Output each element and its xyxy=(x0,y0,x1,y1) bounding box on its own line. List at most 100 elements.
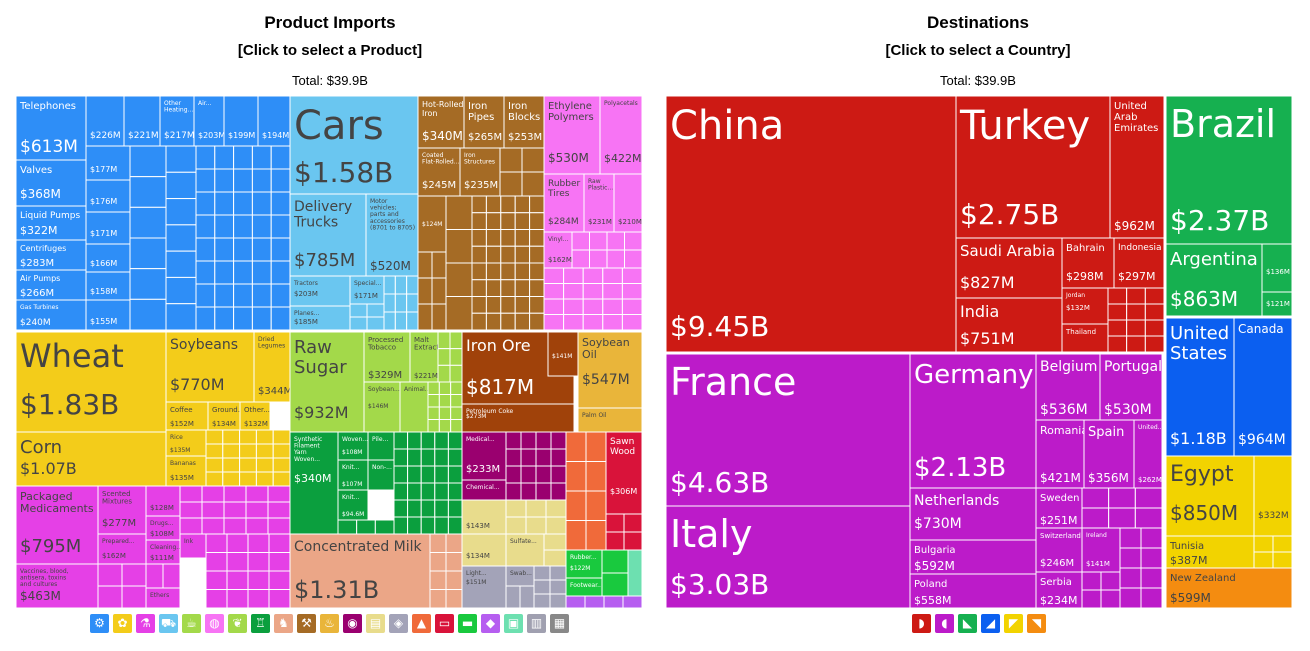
weapons-icon[interactable]: ▥ xyxy=(527,614,546,633)
treemap-small-tile[interactable] xyxy=(179,485,203,503)
treemap-small-tile[interactable] xyxy=(407,516,422,535)
treemap-small-tile[interactable] xyxy=(505,431,522,450)
treemap-small-tile[interactable] xyxy=(485,229,502,247)
treemap-small-tile[interactable] xyxy=(550,431,567,450)
tile-portugal[interactable] xyxy=(1099,353,1163,421)
treemap-small-tile[interactable] xyxy=(393,465,409,484)
treemap-tile[interactable] xyxy=(349,275,385,305)
treemap-small-tile[interactable] xyxy=(582,267,604,284)
tile-sweden[interactable] xyxy=(1035,487,1083,529)
treemap-small-tile[interactable] xyxy=(427,419,440,433)
treemap-small-tile[interactable] xyxy=(251,306,272,331)
treemap-tile[interactable] xyxy=(123,95,161,147)
treemap-small-tile[interactable] xyxy=(129,268,167,300)
tile-soybeans[interactable] xyxy=(165,331,255,403)
treemap-small-tile[interactable] xyxy=(1107,303,1128,321)
treemap-small-tile[interactable] xyxy=(165,224,197,252)
treemap-small-tile[interactable] xyxy=(601,549,629,574)
tile-packaged-medicaments[interactable] xyxy=(15,485,99,565)
treemap-small-tile[interactable] xyxy=(582,298,604,315)
treemap-tile[interactable] xyxy=(165,401,209,431)
plastics-icon[interactable]: ◍ xyxy=(205,614,224,633)
machines-icon[interactable]: ⚙ xyxy=(90,614,109,633)
treemap-small-tile[interactable] xyxy=(1107,335,1128,353)
treemap-small-tile[interactable] xyxy=(621,283,643,300)
treemap-small-tile[interactable] xyxy=(485,212,502,230)
treemap-small-tile[interactable] xyxy=(529,245,545,264)
tile-centrifuges[interactable] xyxy=(15,239,87,271)
treemap-small-tile[interactable] xyxy=(624,231,643,251)
treemap-tile[interactable] xyxy=(1133,419,1163,489)
treemap-small-tile[interactable] xyxy=(406,311,419,331)
treemap-small-tile[interactable] xyxy=(434,448,449,467)
treemap-small-tile[interactable] xyxy=(214,191,235,216)
treemap-small-tile[interactable] xyxy=(500,279,516,297)
treemap-tile[interactable] xyxy=(461,565,507,609)
tile-telephones[interactable] xyxy=(15,95,87,161)
treemap-small-tile[interactable] xyxy=(445,195,473,230)
treemap-small-tile[interactable] xyxy=(214,283,235,308)
treemap-tile[interactable] xyxy=(337,459,369,491)
treemap-small-tile[interactable] xyxy=(525,499,547,518)
treemap-small-tile[interactable] xyxy=(255,443,274,459)
treemap-small-tile[interactable] xyxy=(1272,551,1293,569)
treemap-small-tile[interactable] xyxy=(589,249,608,269)
treemap-small-tile[interactable] xyxy=(563,298,584,315)
treemap-small-tile[interactable] xyxy=(407,482,422,501)
treemap-small-tile[interactable] xyxy=(606,249,625,269)
treemap-small-tile[interactable] xyxy=(605,531,625,551)
transportation-icon[interactable]: ⛟ xyxy=(159,614,178,633)
treemap-small-tile[interactable] xyxy=(471,262,487,281)
treemap-small-tile[interactable] xyxy=(500,296,516,314)
treemap-small-tile[interactable] xyxy=(407,499,422,518)
treemap-small-tile[interactable] xyxy=(394,275,408,295)
treemap-small-tile[interactable] xyxy=(505,448,522,467)
treemap-small-tile[interactable] xyxy=(519,585,535,609)
treemap-small-tile[interactable] xyxy=(407,465,422,484)
treemap-small-tile[interactable] xyxy=(471,212,487,230)
treemap-small-tile[interactable] xyxy=(545,516,567,535)
treemap-small-tile[interactable] xyxy=(450,394,463,408)
treemap-small-tile[interactable] xyxy=(268,533,291,553)
treemap-small-tile[interactable] xyxy=(543,283,565,300)
treemap-small-tile[interactable] xyxy=(233,145,253,170)
treemap-small-tile[interactable] xyxy=(272,471,291,487)
treemap-tile[interactable] xyxy=(257,95,291,147)
treemap-small-tile[interactable] xyxy=(1126,319,1146,337)
precious-metals-icon[interactable]: ◆ xyxy=(481,614,500,633)
treemap-small-tile[interactable] xyxy=(205,552,228,572)
tile-bahrain[interactable] xyxy=(1061,237,1115,289)
treemap-small-tile[interactable] xyxy=(233,191,253,216)
metals-icon[interactable]: ⚒ xyxy=(297,614,316,633)
treemap-small-tile[interactable] xyxy=(407,448,422,467)
treemap-small-tile[interactable] xyxy=(565,461,587,492)
treemap-small-tile[interactable] xyxy=(97,585,123,609)
treemap-small-tile[interactable] xyxy=(550,465,567,484)
treemap-small-tile[interactable] xyxy=(585,461,607,492)
treemap-small-tile[interactable] xyxy=(417,251,433,279)
vegetable-products-icon[interactable]: ✿ xyxy=(113,614,132,633)
treemap-small-tile[interactable] xyxy=(450,381,463,395)
treemap-small-tile[interactable] xyxy=(393,431,409,450)
treemap-tile[interactable] xyxy=(1253,455,1293,537)
treemap-small-tile[interactable] xyxy=(165,250,197,278)
treemap-small-tile[interactable] xyxy=(205,570,228,590)
treemap-small-tile[interactable] xyxy=(447,431,463,450)
treemap-small-tile[interactable] xyxy=(214,306,235,331)
treemap-small-tile[interactable] xyxy=(394,293,408,313)
treemap-small-tile[interactable] xyxy=(584,595,605,609)
treemap-small-tile[interactable] xyxy=(226,533,249,553)
treemap-small-tile[interactable] xyxy=(1126,335,1146,353)
treemap-small-tile[interactable] xyxy=(1108,507,1136,529)
treemap-small-tile[interactable] xyxy=(383,293,396,313)
treemap-small-tile[interactable] xyxy=(420,465,436,484)
tile-sawn-wood[interactable] xyxy=(605,431,643,515)
treemap-small-tile[interactable] xyxy=(585,490,607,521)
treemap-small-tile[interactable] xyxy=(393,448,409,467)
treemap-small-tile[interactable] xyxy=(450,419,463,433)
treemap-small-tile[interactable] xyxy=(602,314,623,331)
treemap-small-tile[interactable] xyxy=(445,262,473,297)
treemap-small-tile[interactable] xyxy=(485,312,502,331)
treemap-small-tile[interactable] xyxy=(251,237,272,262)
treemap-small-tile[interactable] xyxy=(247,533,270,553)
